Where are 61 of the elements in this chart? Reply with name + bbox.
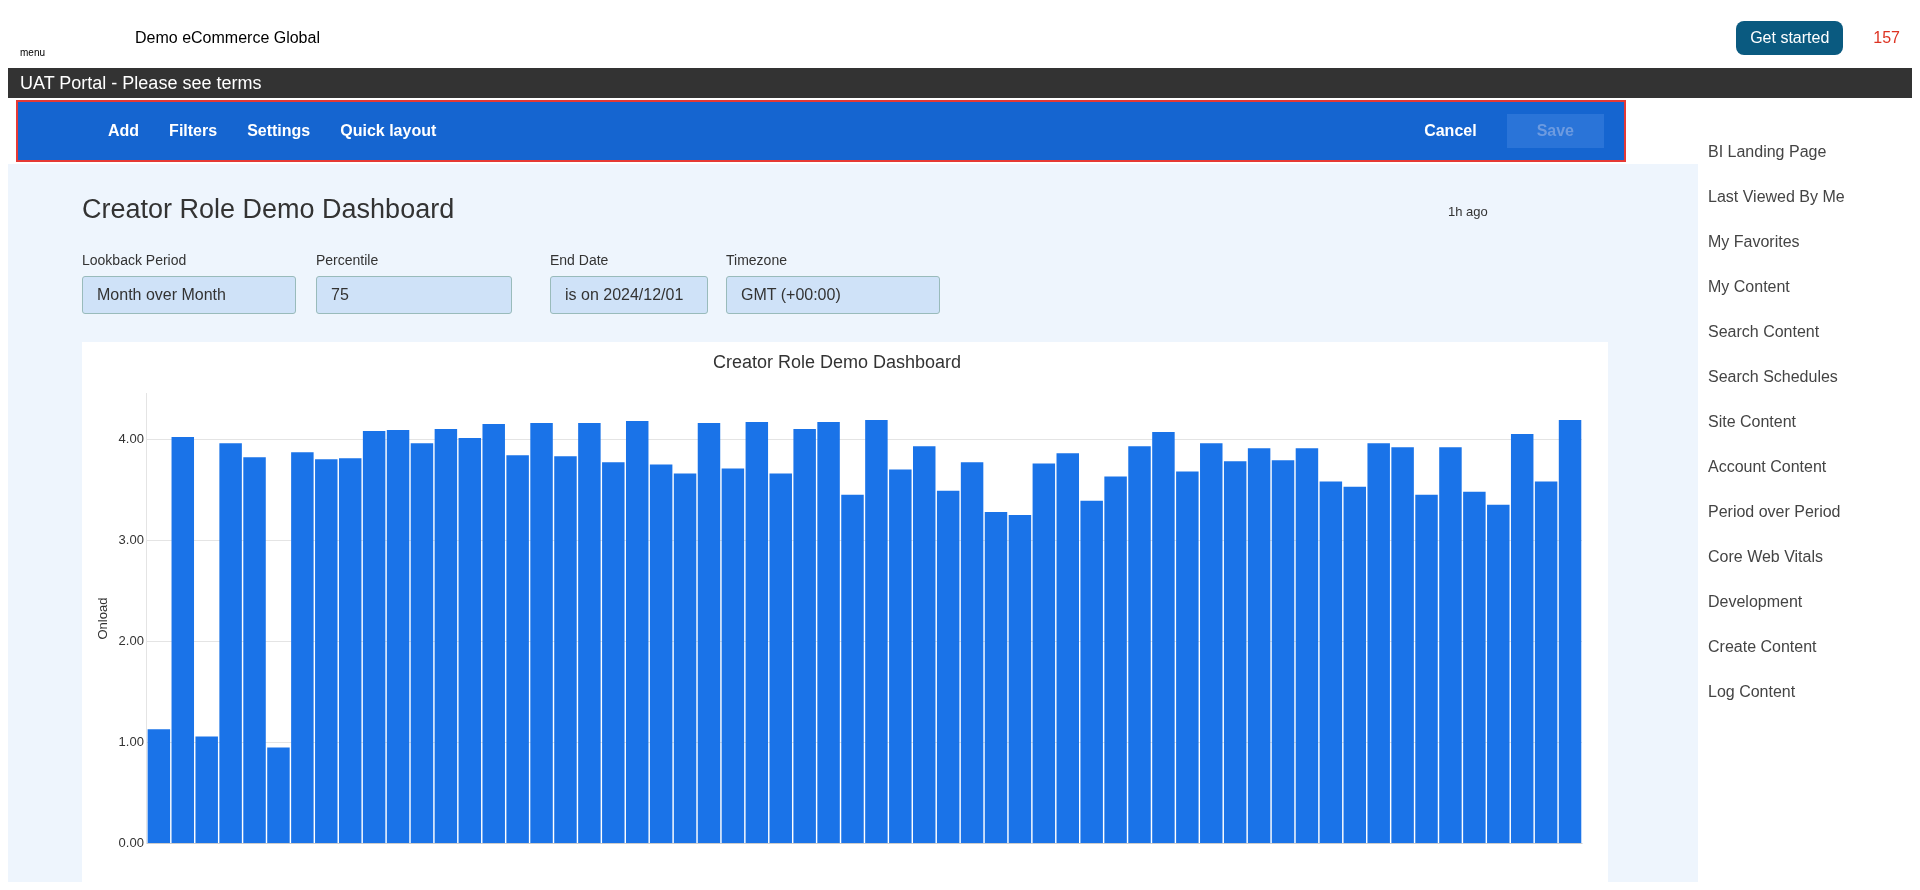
bar: [984, 511, 1008, 844]
bar: [1008, 514, 1032, 844]
text: menu: [20, 46, 46, 58]
text: Site Content: [1708, 413, 1798, 432]
bar: [434, 428, 458, 844]
text: Add: [108, 122, 140, 140]
bar: [649, 464, 673, 844]
text: My Content: [1708, 278, 1791, 297]
bar: [410, 443, 434, 844]
text: Last Viewed By Me: [1708, 188, 1845, 207]
y-tick-label: 2.00: [118, 632, 144, 648]
bar: [697, 422, 721, 844]
bar: [1032, 463, 1056, 844]
bar: [1534, 481, 1558, 844]
bar: [721, 468, 745, 844]
text: 157: [1873, 29, 1900, 47]
y-tick-label: 3.00: [118, 531, 144, 547]
text: Demo eCommerce Global: [135, 29, 320, 47]
text: Creator Role Demo Dashboard: [82, 194, 455, 224]
bar: [1319, 481, 1343, 844]
text: BI Landing Page: [1708, 143, 1828, 162]
bar: [1271, 460, 1295, 844]
text: My Favorites: [1708, 233, 1801, 252]
y-tick-label: 0.00: [118, 835, 144, 851]
text: Log Content: [1708, 683, 1797, 702]
bar: [1247, 448, 1271, 844]
text: Settings: [247, 122, 311, 140]
text: Get started: [1736, 21, 1844, 55]
text: Filters: [169, 122, 218, 140]
bar: [362, 431, 386, 844]
bar: [960, 462, 984, 844]
text: 75: [331, 286, 349, 304]
bar: [386, 430, 410, 844]
bar: [673, 473, 697, 844]
text: is on 2024/12/01: [565, 286, 684, 304]
text: Month over Month: [97, 286, 226, 304]
text: Quick layout: [340, 122, 437, 140]
y-axis-title: Onload: [95, 597, 111, 640]
bar: [936, 490, 960, 844]
text: Timezone: [726, 252, 787, 268]
text: Save: [1506, 114, 1604, 148]
text: End Date: [550, 252, 609, 268]
text: Account Content: [1708, 458, 1828, 477]
text: Create Content: [1708, 638, 1818, 657]
y-tick-label: 4.00: [118, 430, 144, 446]
bar: [1295, 448, 1319, 844]
bar: [1558, 419, 1582, 844]
y-tick-label: 1.00: [118, 734, 144, 750]
text: Search Schedules: [1708, 368, 1839, 387]
text: Lookback Period: [82, 252, 187, 268]
text: Development: [1708, 593, 1804, 612]
text: GMT (+00:00): [741, 286, 841, 304]
text: Search Content: [1708, 323, 1821, 342]
chart-title: Creator Role Demo Dashboard: [712, 351, 962, 372]
text: 1h ago: [1448, 204, 1488, 219]
bar: [147, 729, 171, 844]
text: UAT Portal - Please see terms: [20, 72, 262, 94]
text: Core Web Vitals: [1708, 548, 1824, 567]
text: Cancel: [1424, 122, 1477, 140]
text: Period over Period: [1708, 503, 1842, 522]
text: Percentile: [316, 252, 379, 268]
